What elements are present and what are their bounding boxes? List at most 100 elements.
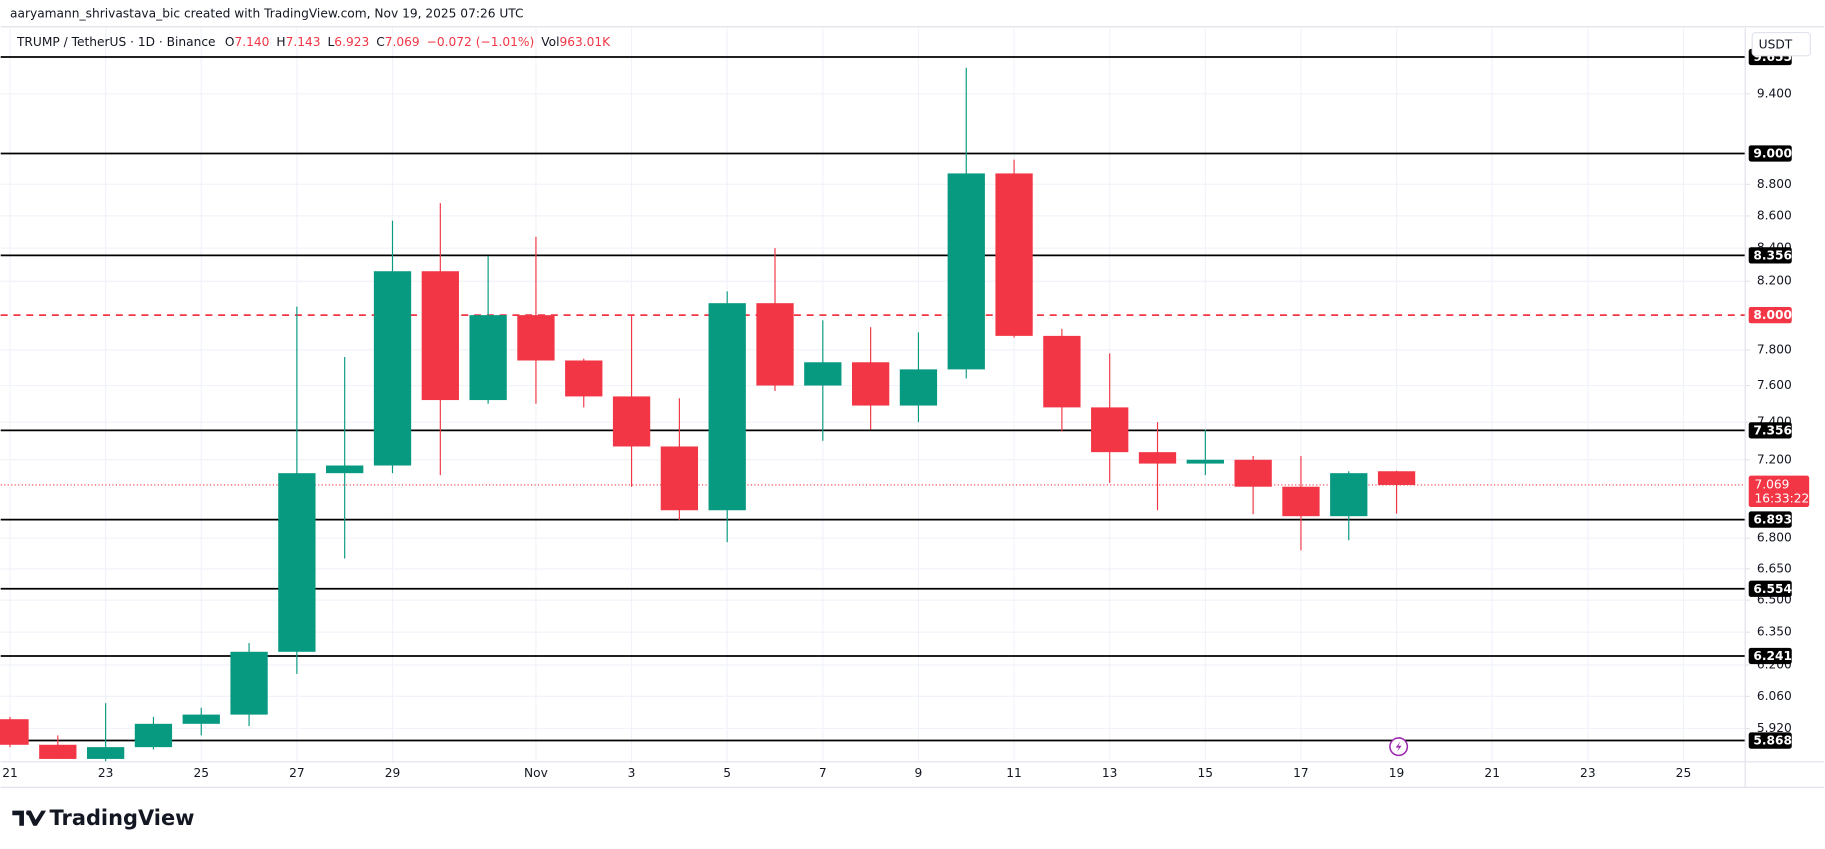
x-tick-label: 25 — [193, 766, 209, 780]
x-tick-label: 27 — [289, 766, 305, 780]
candle — [851, 327, 890, 430]
candle-body — [995, 173, 1033, 336]
candle — [230, 643, 268, 727]
y-tick-label: 7.200 — [1757, 452, 1792, 466]
level-label: 6.554 — [1753, 582, 1792, 596]
candle — [804, 320, 842, 441]
candles — [0, 67, 1416, 762]
candle-body — [1282, 486, 1320, 517]
x-tick-label: Nov — [524, 766, 548, 780]
last-price-label: 7.069 — [1755, 477, 1790, 491]
candle-body — [373, 271, 412, 466]
level-label-box — [1748, 732, 1792, 749]
candle-body — [517, 315, 555, 361]
candle-body — [1186, 459, 1224, 464]
candle-body — [708, 303, 746, 511]
candle-body — [1138, 452, 1177, 464]
x-tick-label: 29 — [385, 766, 401, 780]
y-tick-label: 7.800 — [1757, 342, 1792, 356]
legend-volume-key: Vol — [541, 34, 559, 48]
level-label: 5.868 — [1753, 734, 1792, 748]
axes: 9.4008.8008.6008.4008.2007.8007.6007.400… — [2, 48, 1810, 780]
level-label-box — [1748, 306, 1792, 324]
x-tick-label: 9 — [915, 766, 923, 780]
y-tick-label: 8.200 — [1757, 274, 1792, 288]
candle-body — [612, 396, 651, 447]
legend-key: L — [328, 34, 335, 48]
level-label-box — [1748, 145, 1792, 162]
x-tick-label: 17 — [1293, 766, 1309, 780]
countdown: 16:33:22 — [1755, 491, 1810, 505]
candle — [326, 356, 364, 559]
legend-key: O — [225, 34, 235, 48]
attribution: aaryamann_shrivastava_bic created with T… — [10, 6, 524, 20]
candle — [899, 332, 938, 423]
y-tick-label: 6.060 — [1757, 689, 1792, 703]
candle — [517, 236, 555, 404]
candle — [1186, 429, 1224, 476]
candle-body — [230, 651, 268, 715]
candle — [1234, 455, 1272, 515]
candle-body — [851, 362, 890, 406]
candle-body — [0, 719, 29, 745]
candle — [278, 306, 316, 674]
candle — [86, 703, 125, 762]
y-tick-label: 6.350 — [1757, 625, 1792, 639]
level-label: 8.000 — [1753, 308, 1792, 322]
y-tick-label: 8.800 — [1757, 177, 1792, 191]
x-tick-label: 7 — [819, 766, 827, 780]
level-label-box — [1748, 511, 1792, 528]
candle — [1091, 353, 1129, 483]
currency: USDT — [1759, 37, 1793, 51]
candle-body — [1234, 459, 1272, 487]
candle — [1377, 470, 1416, 514]
level-label: 9.000 — [1753, 147, 1792, 161]
candle-body — [947, 173, 985, 370]
candle — [947, 67, 985, 379]
legend-change: −0.072 (−1.01%) — [427, 34, 535, 48]
x-tick-label: 21 — [2, 766, 18, 780]
x-tick-label: 5 — [723, 766, 731, 780]
candle-body — [326, 465, 364, 474]
candle-body — [278, 473, 316, 652]
x-tick-label: 11 — [1006, 766, 1022, 780]
candle — [1138, 422, 1177, 511]
currency-button[interactable] — [1751, 31, 1811, 57]
legend-value: 7.140 — [234, 34, 269, 48]
legend-value: 7.143 — [286, 34, 321, 48]
candle-body — [182, 714, 220, 724]
legend-volume: 963.01K — [559, 34, 611, 48]
candle-body — [86, 747, 125, 759]
candle — [708, 291, 746, 543]
candle-body — [39, 744, 77, 759]
candle — [182, 707, 220, 736]
candle — [0, 716, 29, 748]
y-tick-label: 7.600 — [1757, 378, 1792, 392]
x-tick-label: 15 — [1198, 766, 1214, 780]
level-label-box — [1748, 580, 1792, 597]
candle — [1282, 455, 1320, 551]
level-label: 6.893 — [1753, 513, 1792, 527]
candle-body — [1330, 473, 1368, 517]
candle-body — [134, 723, 173, 748]
candle — [421, 203, 459, 476]
level-label-box — [1748, 422, 1792, 439]
legend-key: C — [376, 34, 385, 48]
candle-body — [469, 315, 507, 401]
symbol-legend: TRUMP / TetherUS · 1D · Binance O7.140 H7.… — [16, 34, 611, 48]
level-label: 6.241 — [1753, 649, 1792, 663]
legend-value: 6.923 — [334, 34, 369, 48]
x-tick-label: 13 — [1102, 766, 1118, 780]
x-tick-label: 19 — [1389, 766, 1405, 780]
level-label-box — [1748, 247, 1792, 264]
candle — [134, 716, 173, 750]
candle — [756, 248, 794, 391]
brand: TradingView — [50, 806, 195, 830]
event-icon[interactable] — [1389, 737, 1409, 757]
candle-body — [756, 303, 794, 386]
x-tick-label: 25 — [1676, 766, 1692, 780]
x-tick-label: 23 — [1580, 766, 1596, 780]
y-tick-label: 9.400 — [1757, 86, 1792, 100]
level-label: 8.356 — [1753, 248, 1792, 262]
